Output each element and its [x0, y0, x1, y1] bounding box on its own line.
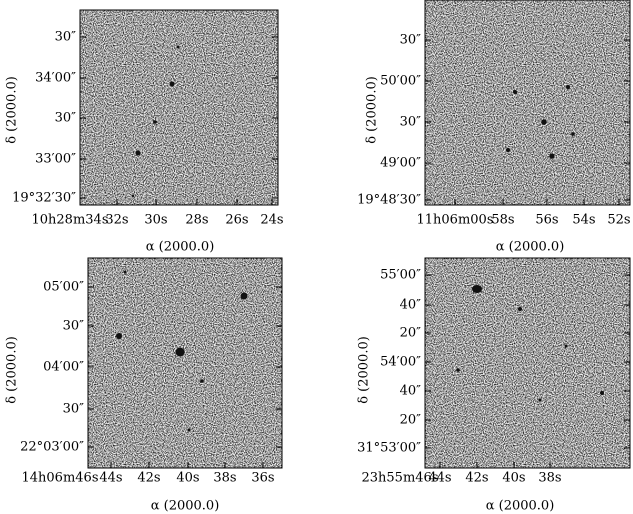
y-tick-label: 20″: [400, 326, 422, 341]
y-tick-label: 22°03′00″: [20, 440, 84, 455]
y-tick-label: 19°48′30″: [357, 193, 421, 208]
y-axis-label: δ (2000.0): [357, 336, 372, 404]
x-tick-label: 56s: [535, 213, 558, 228]
sky-image: [424, 0, 631, 206]
y-tick-label: 05′00″: [43, 280, 84, 295]
y-tick-label: 30″: [55, 111, 77, 126]
x-tick-label: 30s: [144, 213, 167, 228]
x-tick-label: 54s: [572, 213, 595, 228]
y-tick-label: 33′00″: [35, 152, 76, 167]
x-tick-label: 58s: [491, 213, 514, 228]
x-axis-label: α (2000.0): [486, 499, 555, 514]
y-tick-label: 49′00″: [380, 156, 421, 171]
y-tick-label: 54′00″: [380, 355, 421, 370]
x-axis-label: α (2000.0): [146, 240, 215, 255]
panel: 55′00″ 40″ 20″ 54′00″ 40″ 20″ 31°53′00″ 23h55m4…: [357, 257, 631, 514]
y-tick-label: 30″: [55, 30, 77, 45]
x-tick-label: 44s: [99, 471, 122, 486]
x-tick-label: 26s: [225, 213, 248, 228]
y-tick-label: 40″: [400, 298, 422, 313]
panel: 05′00″ 30″ 04′00″ 30″ 22°03′00″ 14h06m46s 44s 4…: [5, 257, 283, 514]
x-tick-label: 14h06m46s: [22, 471, 99, 486]
x-tick-label: 10h28m34s: [32, 213, 109, 228]
x-tick-label: 44s: [428, 471, 451, 486]
y-tick-label: 31°53′00″: [357, 441, 421, 456]
y-tick-label: 30″: [400, 33, 422, 48]
y-tick-label: 30″: [400, 115, 422, 130]
sky-image: [79, 9, 279, 206]
x-tick-label: 11h06m00s: [417, 213, 494, 228]
x-tick-label: 32s: [105, 213, 128, 228]
y-tick-label: 55′00″: [380, 268, 421, 283]
y-tick-label: 30″: [63, 319, 85, 334]
x-tick-label: 52s: [607, 213, 630, 228]
x-tick-label: 38s: [538, 471, 561, 486]
y-tick-label: 04′00″: [43, 360, 84, 375]
x-tick-label: 28s: [185, 213, 208, 228]
y-tick-label: 34′00″: [35, 71, 76, 86]
y-tick-label: 30″: [63, 402, 85, 417]
sky-image: [87, 257, 283, 469]
y-tick-label: 50′00″: [380, 74, 421, 89]
x-tick-label: 40s: [176, 471, 199, 486]
y-axis-label: δ (2000.0): [5, 76, 20, 144]
y-axis-label: δ (2000.0): [5, 336, 20, 404]
x-tick-label: 42s: [137, 471, 160, 486]
x-axis-label: α (2000.0): [151, 499, 220, 514]
y-tick-label: 40″: [400, 384, 422, 399]
x-tick-label: 23h55m46s: [362, 471, 439, 486]
y-axis-label: δ (2000.0): [365, 76, 380, 144]
x-tick-label: 36s: [251, 471, 274, 486]
y-tick-label: 20″: [400, 413, 422, 428]
x-tick-label: 24s: [260, 213, 283, 228]
sources: [116, 45, 604, 432]
y-tick-label: 19°32′30″: [12, 191, 76, 206]
x-axis-label: α (2000.0): [496, 240, 565, 255]
sky-image: [424, 257, 631, 469]
x-tick-label: 40s: [502, 471, 525, 486]
x-tick-label: 42s: [465, 471, 488, 486]
x-tick-label: 38s: [213, 471, 236, 486]
